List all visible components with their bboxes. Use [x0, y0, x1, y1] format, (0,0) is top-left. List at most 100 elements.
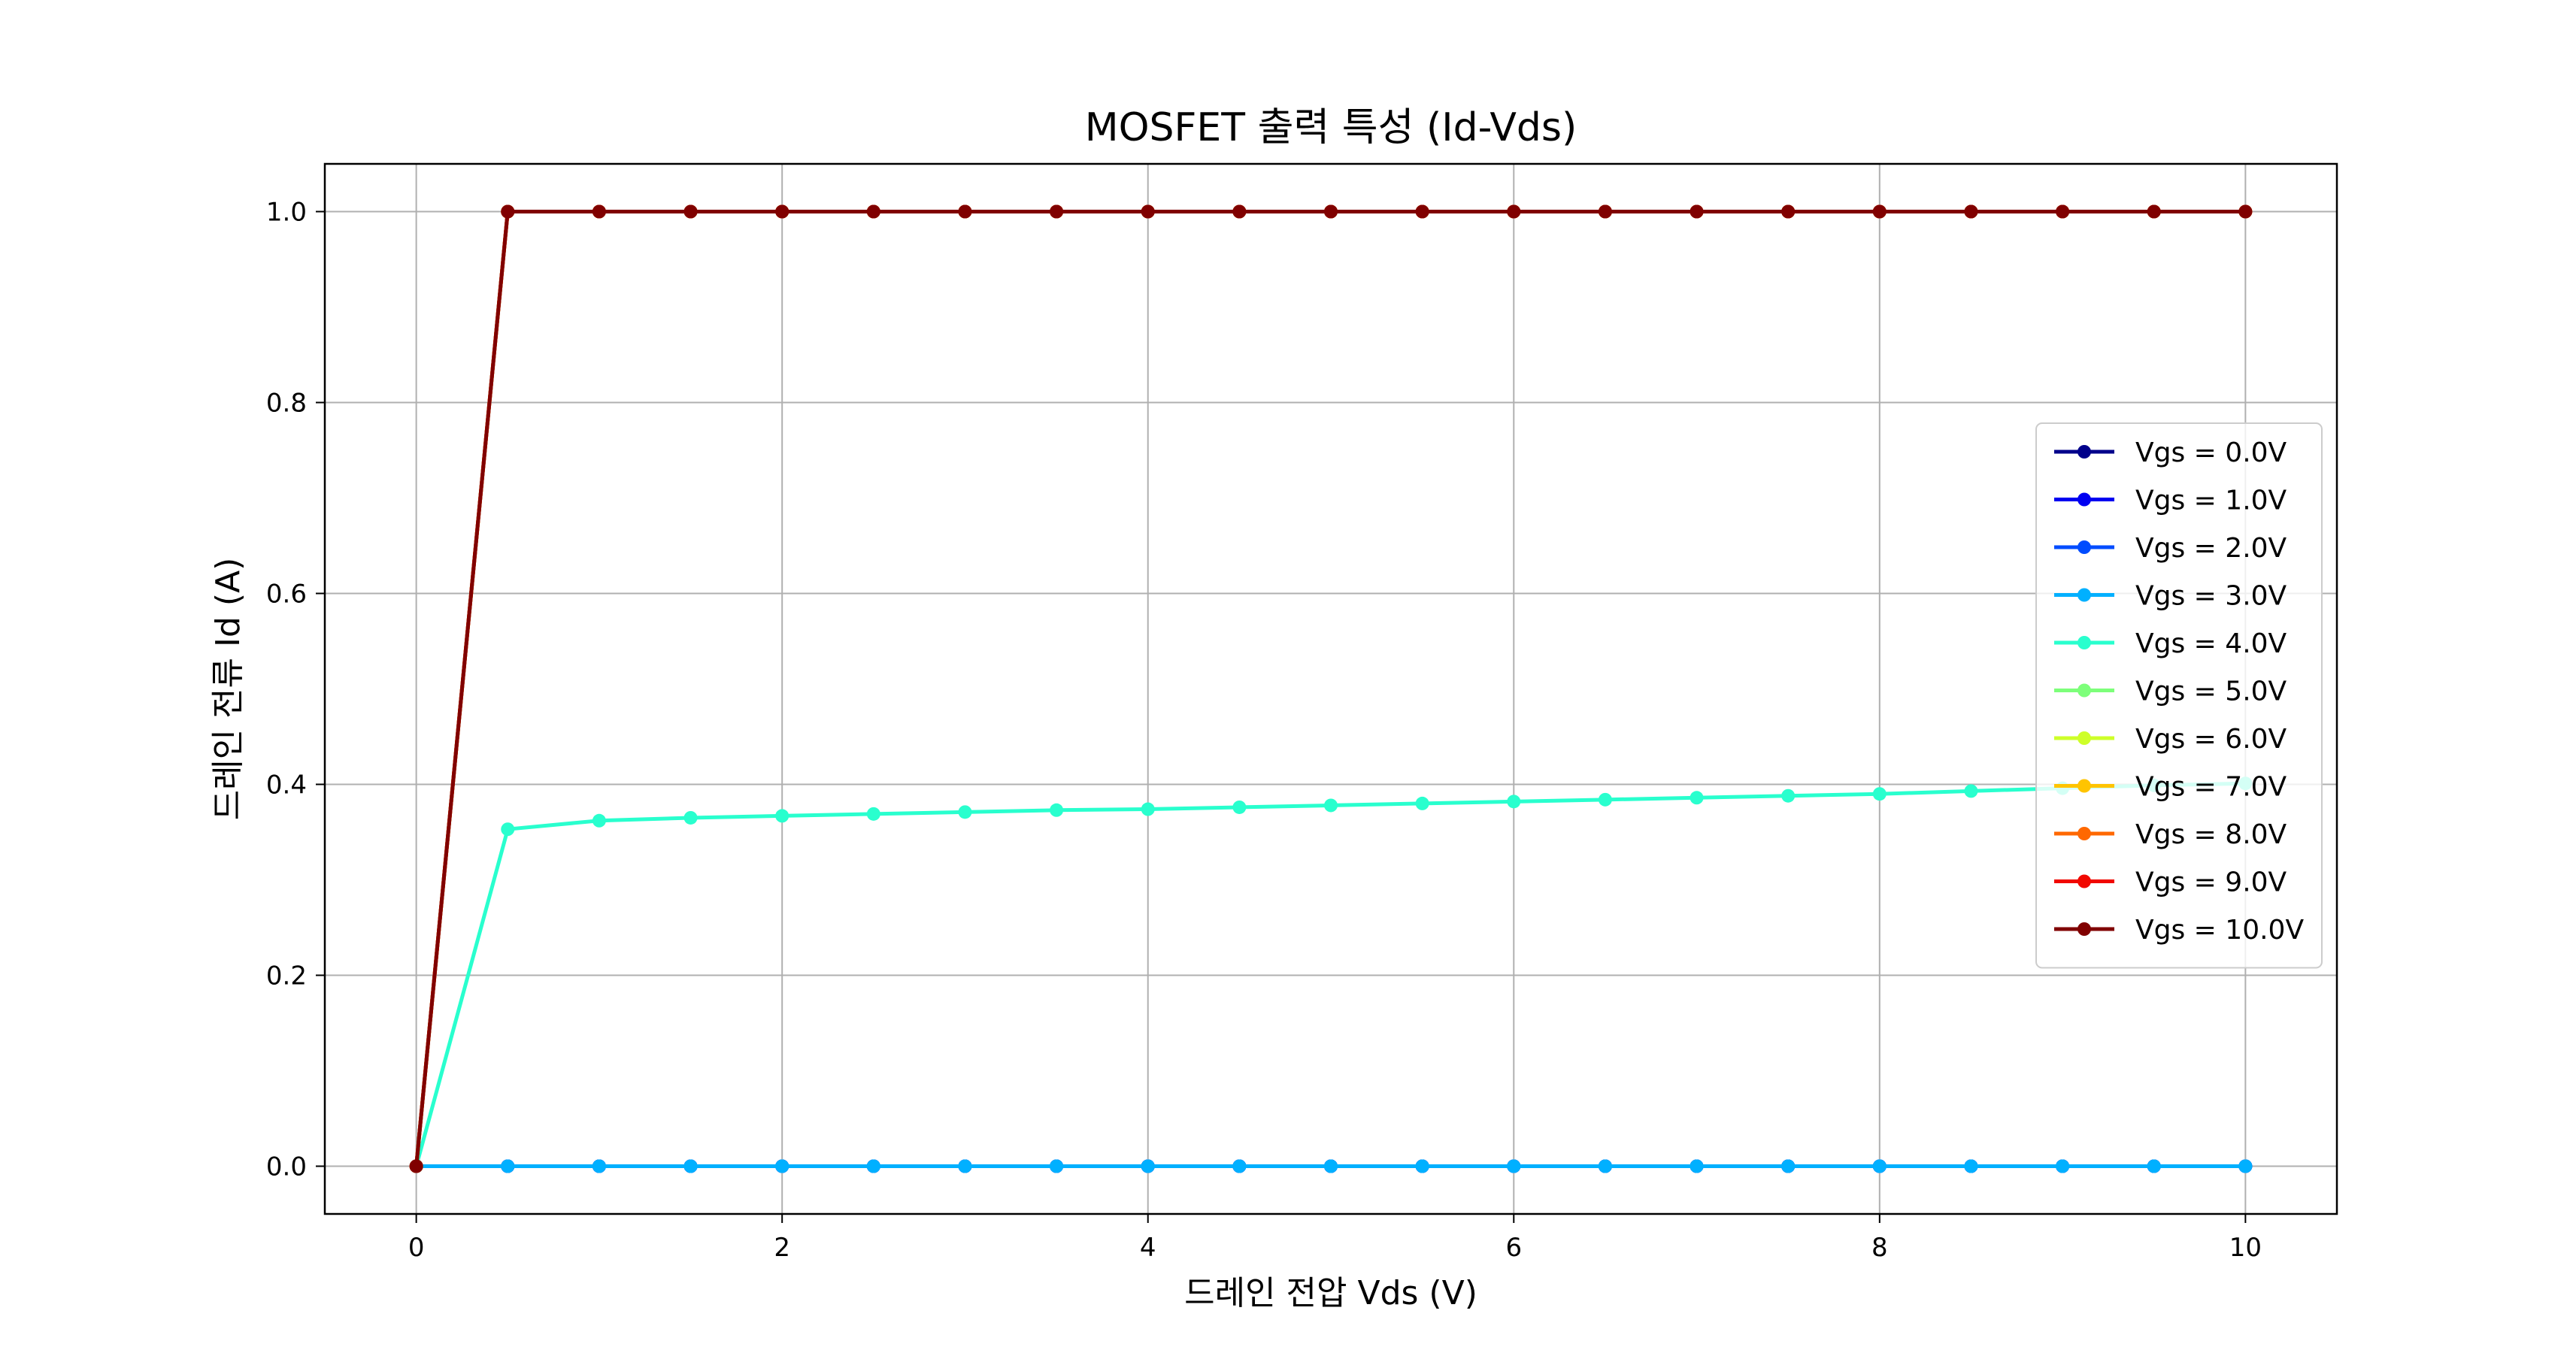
data-point	[2238, 1159, 2253, 1173]
legend-label: Vgs = 7.0V	[2135, 772, 2287, 803]
data-point	[775, 809, 789, 823]
data-point	[1964, 204, 1978, 219]
data-point	[683, 810, 698, 825]
y-tick-label: 0.0	[266, 1152, 307, 1182]
data-point	[1232, 800, 1247, 814]
data-point	[866, 1159, 880, 1173]
data-point	[1598, 204, 1612, 219]
data-point	[1050, 204, 1064, 219]
legend-box	[2035, 422, 2323, 969]
plot-frame	[323, 162, 2338, 1215]
data-point	[1050, 803, 1064, 817]
data-point	[1415, 204, 1429, 219]
legend-label: Vgs = 6.0V	[2135, 724, 2287, 755]
data-point	[1415, 1159, 1429, 1173]
data-point	[1690, 1159, 1704, 1173]
data-point	[501, 822, 515, 837]
y-tick-label: 0.8	[266, 389, 307, 419]
data-point	[2056, 1159, 2070, 1173]
legend-label: Vgs = 3.0V	[2135, 581, 2287, 612]
legend-swatch-marker	[2077, 779, 2091, 793]
legend-swatch-marker	[2077, 445, 2091, 459]
legend-label: Vgs = 1.0V	[2135, 486, 2287, 516]
data-point	[1050, 1159, 1064, 1173]
data-point	[1141, 204, 1155, 219]
data-point	[1690, 791, 1704, 805]
chart-title: MOSFET 출력 특성 (Id-Vds)	[1085, 105, 1577, 150]
legend-label: Vgs = 10.0V	[2135, 915, 2304, 946]
data-point	[409, 1159, 423, 1173]
legend-swatch-marker	[2077, 492, 2091, 507]
data-point	[592, 1159, 606, 1173]
legend-swatch-marker	[2077, 540, 2091, 554]
data-point	[866, 807, 880, 821]
data-point	[2238, 204, 2253, 219]
data-point	[958, 805, 972, 819]
data-point	[1324, 1159, 1338, 1173]
data-point	[1324, 798, 1338, 813]
legend-swatch-marker	[2077, 874, 2091, 888]
legend-swatch-marker	[2077, 683, 2091, 698]
legend-label: Vgs = 0.0V	[2135, 437, 2287, 468]
legend-swatch-marker	[2077, 636, 2091, 649]
x-tick-label: 6	[1505, 1233, 1522, 1263]
y-tick-label: 0.4	[266, 770, 307, 801]
data-point	[683, 1159, 698, 1173]
x-tick-label: 10	[2229, 1233, 2262, 1263]
legend-swatch-marker	[2077, 922, 2091, 936]
data-point	[1507, 795, 1521, 809]
legend-swatch-marker	[2077, 827, 2091, 840]
data-point	[1141, 1159, 1155, 1173]
y-tick-label: 1.0	[266, 198, 307, 228]
data-point	[775, 204, 789, 219]
data-point	[592, 204, 606, 219]
data-point	[1324, 204, 1338, 219]
data-point	[1872, 1159, 1887, 1173]
data-point	[1781, 1159, 1796, 1173]
legend-label: Vgs = 2.0V	[2135, 533, 2287, 564]
data-point	[1507, 1159, 1521, 1173]
legend-label: Vgs = 9.0V	[2135, 867, 2287, 898]
data-point	[958, 204, 972, 219]
data-point	[775, 1159, 789, 1173]
data-point	[866, 204, 880, 219]
legend-swatch-marker	[2077, 731, 2091, 745]
data-point	[1690, 204, 1704, 219]
y-tick-label: 0.6	[266, 580, 307, 610]
data-point	[1872, 787, 1887, 801]
legend-label: Vgs = 5.0V	[2135, 676, 2287, 707]
y-axis-label: 드레인 전류 Id (A)	[209, 558, 247, 821]
x-axis-label: 드레인 전압 Vds (V)	[1184, 1274, 1477, 1312]
data-point	[1781, 204, 1796, 219]
series-3	[409, 1159, 2253, 1173]
data-point	[2056, 204, 2070, 219]
data-point	[1232, 1159, 1247, 1173]
data-point	[501, 1159, 515, 1173]
series-layer	[409, 204, 2253, 1173]
legend-swatch-marker	[2077, 588, 2091, 602]
series-10	[409, 204, 2253, 1173]
data-point	[501, 204, 515, 219]
data-point	[1232, 204, 1247, 219]
legend: Vgs = 0.0V Vgs = 1.0V Vgs = 2.0V Vgs = 3.0V…	[2035, 422, 2323, 969]
data-point	[1507, 204, 1521, 219]
data-point	[1141, 802, 1155, 816]
x-tick-label: 4	[1140, 1233, 1156, 1263]
data-point	[1415, 796, 1429, 810]
data-point	[1598, 1159, 1612, 1173]
x-tick-label: 0	[408, 1233, 425, 1263]
legend-label: Vgs = 4.0V	[2135, 628, 2287, 659]
data-point	[2147, 204, 2161, 219]
x-tick-label: 8	[1871, 1233, 1888, 1263]
ticks: 0 2 4 6 8 10 0.0 0.2 0.4 0.6 0.8 1.0	[266, 198, 2262, 1264]
data-point	[592, 813, 606, 828]
data-point	[1781, 788, 1796, 803]
data-point	[1872, 204, 1887, 219]
data-point	[1964, 1159, 1978, 1173]
y-tick-label: 0.2	[266, 961, 307, 991]
data-point	[1598, 792, 1612, 807]
legend-label: Vgs = 8.0V	[2135, 819, 2287, 850]
data-point	[683, 204, 698, 219]
data-point	[958, 1159, 972, 1173]
